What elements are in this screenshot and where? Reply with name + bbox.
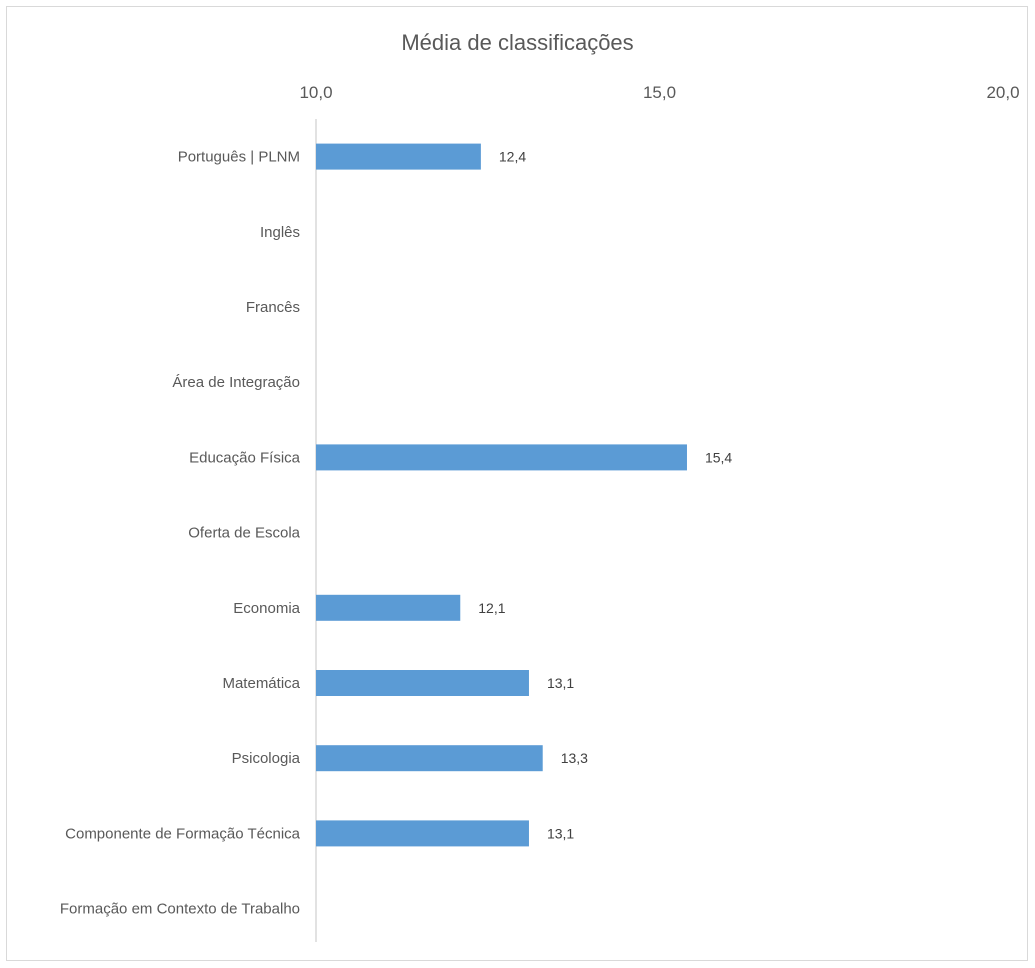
bar (316, 670, 529, 696)
data-label: 13,1 (547, 675, 574, 691)
category-label: Oferta de Escola (188, 525, 300, 542)
category-label: Inglês (260, 224, 300, 241)
category-label: Educação Física (189, 449, 301, 466)
category-label: Formação em Contexto de Trabalho (60, 901, 300, 918)
category-label: Psicologia (232, 750, 301, 767)
x-tick-label: 15,0 (643, 83, 676, 102)
bar (316, 594, 461, 621)
bar (316, 820, 529, 847)
category-label: Francês (246, 299, 300, 316)
chart-title: Média de classificações (401, 30, 634, 55)
data-label: 13,3 (561, 750, 588, 766)
bar (316, 444, 687, 471)
x-tick-label: 20,0 (986, 83, 1019, 102)
category-label: Componente de Formação Técnica (65, 825, 301, 842)
data-label: 12,4 (499, 149, 526, 165)
bar (316, 745, 543, 772)
category-label: Português | PLNM (178, 149, 300, 166)
x-tick-label: 10,0 (299, 83, 332, 102)
data-label: 15,4 (705, 449, 732, 465)
chart-frame (6, 6, 1028, 961)
bar (316, 143, 481, 170)
category-label: Matemática (222, 675, 300, 692)
category-label: Economia (233, 600, 300, 617)
data-label: 12,1 (478, 600, 505, 616)
data-label: 13,1 (547, 825, 574, 841)
category-label: Área de Integração (172, 374, 300, 391)
